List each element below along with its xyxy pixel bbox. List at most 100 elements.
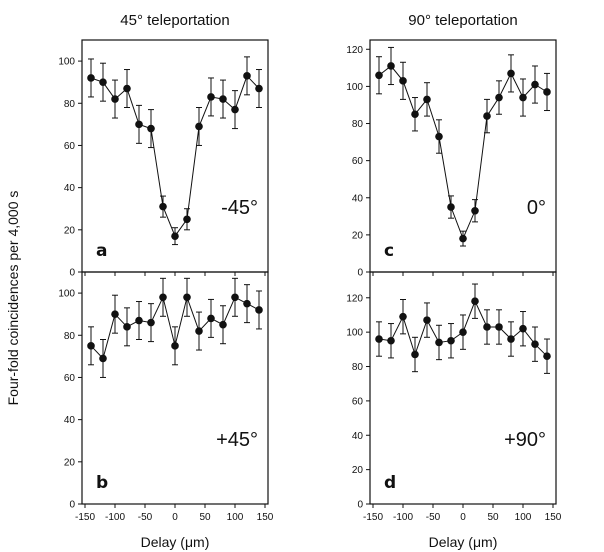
data-point xyxy=(519,93,527,102)
y-tick-label: 0 xyxy=(357,268,363,279)
data-point xyxy=(183,215,191,224)
y-tick-label: 40 xyxy=(64,415,76,426)
panel-inset-label: -45° xyxy=(221,197,258,219)
x-tick-label: -150 xyxy=(363,512,383,523)
data-point xyxy=(435,132,443,141)
data-point xyxy=(99,78,107,86)
data-point xyxy=(123,84,131,93)
y-tick-label: 20 xyxy=(64,457,76,468)
y-tick-label: 0 xyxy=(357,500,363,511)
x-tick-label: -150 xyxy=(75,512,95,523)
x-tick-label: 50 xyxy=(487,512,499,523)
data-point xyxy=(543,88,551,96)
y-tick-label: 80 xyxy=(352,362,364,373)
data-point xyxy=(135,316,143,325)
data-point xyxy=(519,324,527,333)
x-axis-label-right: Delay (μm) xyxy=(429,534,498,550)
data-point xyxy=(207,93,215,101)
y-tick-label: 120 xyxy=(346,293,363,304)
data-point xyxy=(531,80,539,89)
y-tick-label: 0 xyxy=(69,268,75,279)
data-point xyxy=(195,327,203,335)
panel-letter: b xyxy=(96,473,108,493)
panel-c: 0 20 40 60 80 100 120 c 0° xyxy=(346,39,557,279)
data-point xyxy=(207,314,215,323)
data-point xyxy=(111,310,119,318)
data-point xyxy=(483,112,491,120)
panel-b: 0 20 40 60 80 100 -150 -100 -50 0 50 100 150 b +45° xyxy=(58,271,274,523)
data-point xyxy=(243,72,251,80)
data-point xyxy=(411,350,419,359)
data-point xyxy=(471,206,479,215)
data-point xyxy=(483,323,491,331)
data-point xyxy=(255,306,263,314)
panel-a: 0 20 40 60 80 100 a -45° xyxy=(58,39,269,279)
x-tick-label: -50 xyxy=(138,512,153,523)
x-tick-label: 0 xyxy=(460,512,466,523)
data-point xyxy=(459,234,467,243)
panel-frame xyxy=(81,271,269,505)
y-tick-label: 80 xyxy=(352,119,364,130)
y-tick-label: 100 xyxy=(58,57,75,68)
data-point xyxy=(111,95,119,103)
data-point xyxy=(147,124,155,133)
x-tick-label: 150 xyxy=(257,512,274,523)
data-point xyxy=(399,312,407,321)
x-tick-label: 150 xyxy=(545,512,562,523)
data-point xyxy=(387,336,395,345)
y-tick-label: 20 xyxy=(352,465,364,476)
data-point xyxy=(399,77,407,85)
data-point xyxy=(87,74,95,82)
y-tick-label: 100 xyxy=(346,82,363,93)
column-title-left: 45° teleportation xyxy=(120,12,229,29)
data-point xyxy=(219,320,227,329)
data-point xyxy=(171,232,179,240)
data-point xyxy=(147,318,155,327)
data-point xyxy=(159,202,167,211)
panel-inset-label: +90° xyxy=(504,429,546,451)
y-tick-label: 40 xyxy=(352,193,364,204)
x-tick-label: -100 xyxy=(105,512,125,523)
data-point xyxy=(471,297,479,306)
data-point xyxy=(435,338,443,347)
data-point xyxy=(531,340,539,348)
data-point xyxy=(387,62,395,70)
y-tick-label: 60 xyxy=(64,373,76,384)
data-point xyxy=(447,203,455,211)
data-point xyxy=(195,122,203,131)
y-tick-label: 40 xyxy=(64,183,76,194)
data-point xyxy=(543,352,551,361)
data-point xyxy=(231,105,239,114)
y-tick-label: 40 xyxy=(352,431,364,442)
data-point xyxy=(459,328,467,336)
x-axis-label-left: Delay (μm) xyxy=(141,534,210,550)
data-point xyxy=(447,336,455,345)
data-point xyxy=(99,354,107,363)
panel-letter: a xyxy=(96,241,107,261)
data-point xyxy=(231,293,239,302)
data-point xyxy=(183,293,191,302)
data-point xyxy=(243,299,251,308)
y-tick-label: 20 xyxy=(352,230,364,241)
y-tick-label: 80 xyxy=(64,331,76,342)
x-tick-label: -50 xyxy=(426,512,441,523)
data-point xyxy=(507,69,515,78)
column-title-right: 90° teleportation xyxy=(408,12,517,29)
y-tick-label: 100 xyxy=(346,328,363,339)
data-point xyxy=(135,120,143,129)
data-point xyxy=(423,316,431,324)
data-point xyxy=(495,93,503,102)
data-point xyxy=(411,110,419,119)
x-tick-label: 0 xyxy=(172,512,178,523)
panel-inset-label: +45° xyxy=(216,429,258,451)
series-line xyxy=(378,65,548,240)
data-point xyxy=(423,95,431,104)
y-tick-label: 80 xyxy=(64,99,76,110)
x-tick-label: 100 xyxy=(227,512,244,523)
data-point xyxy=(255,84,263,93)
x-tick-label: 100 xyxy=(515,512,532,523)
panel-inset-label: 0° xyxy=(527,197,546,219)
y-tick-label: 20 xyxy=(64,225,76,236)
y-axis-label: Four-fold coincidences per 4,000 s xyxy=(5,191,21,406)
